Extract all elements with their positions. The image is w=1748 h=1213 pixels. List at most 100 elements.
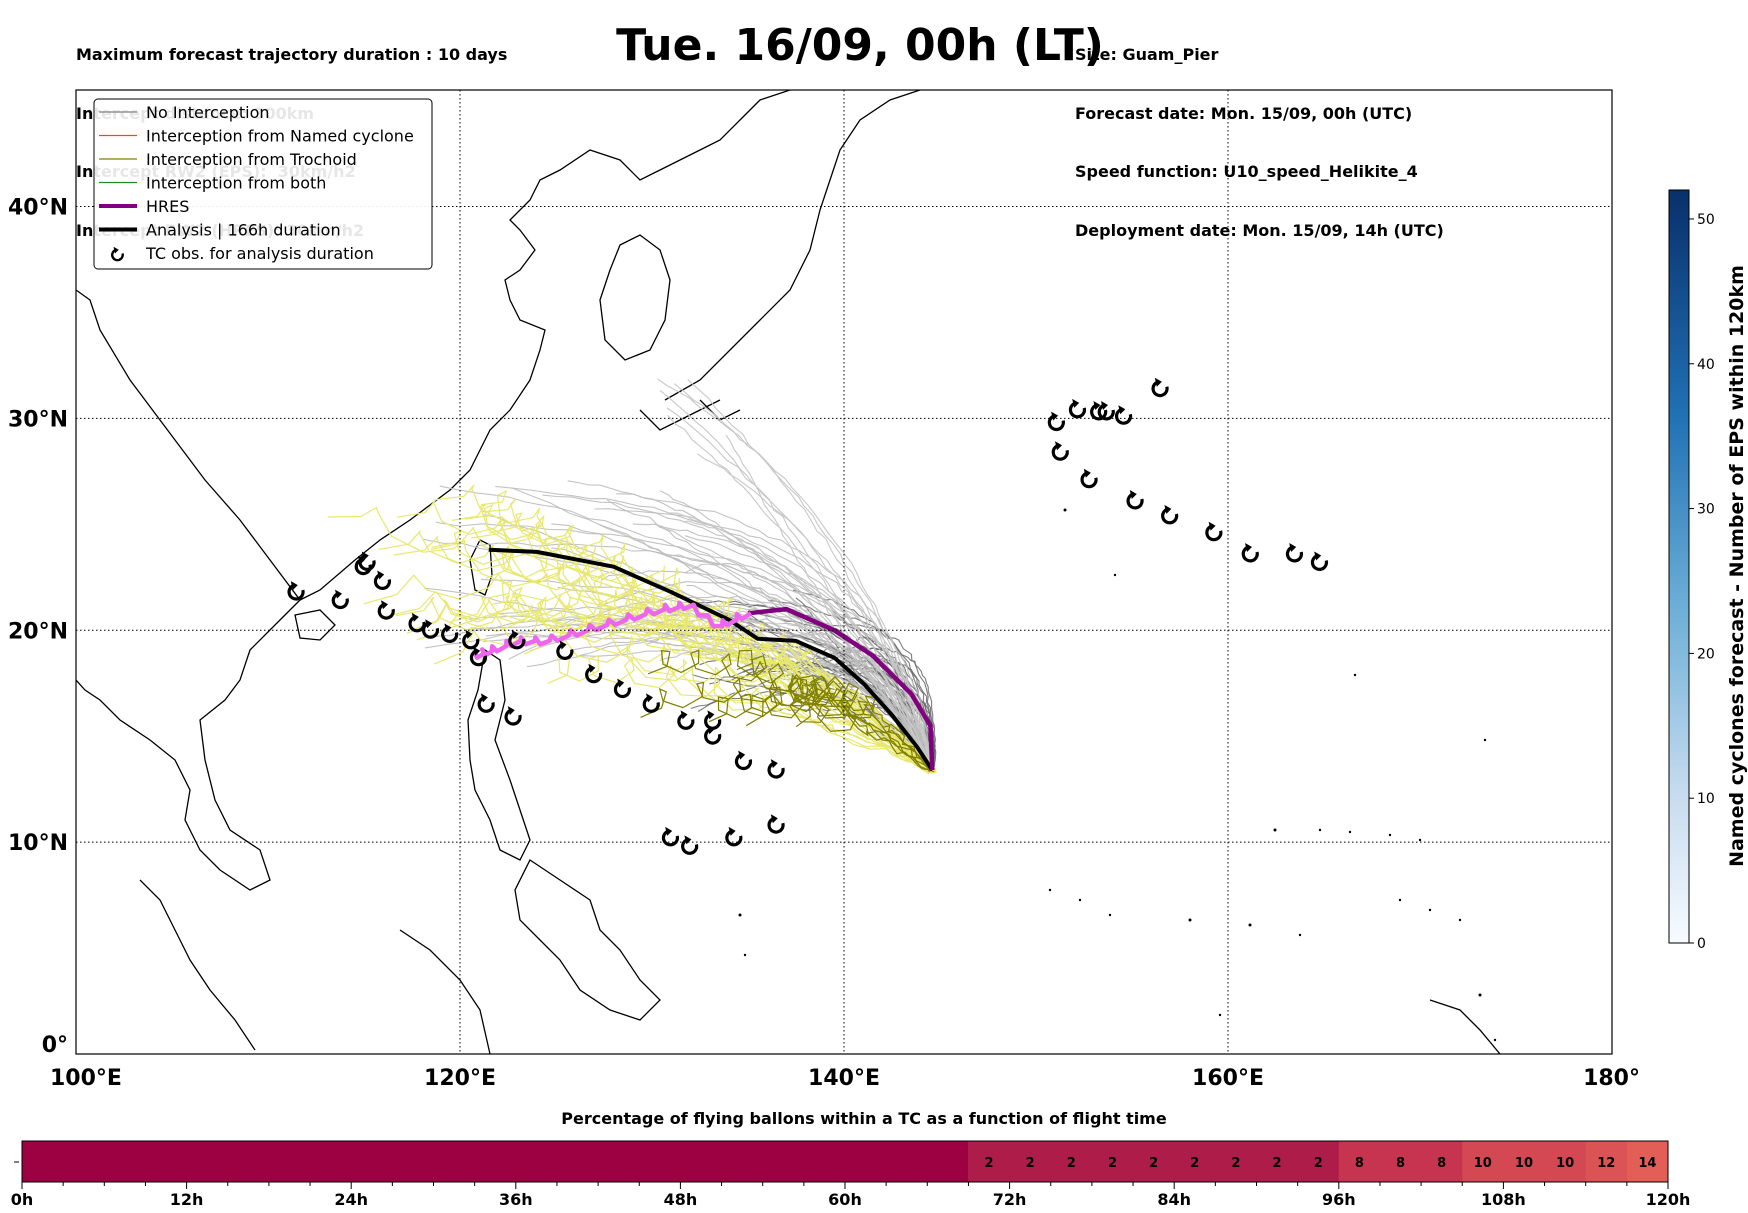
legend-label: Interception from Named cyclone — [146, 127, 414, 146]
timebar: Percentage of flying ballons within a TC… — [11, 1109, 1691, 1209]
cyclone-icon-arrow — [728, 826, 736, 836]
lon-tick-label: 160°E — [1192, 1066, 1264, 1091]
hres-track-layer — [471, 600, 935, 771]
header-right-line-2: Forecast date: Mon. 15/09, 00h (UTC) — [1075, 103, 1413, 123]
cyclone-icon-arrow — [465, 629, 473, 639]
timebar-cell — [1215, 1141, 1257, 1182]
cyclone-icon — [1310, 553, 1329, 571]
cyclone-icon-arrow — [411, 612, 419, 622]
eps-track-yellow — [395, 596, 933, 770]
tc-obs-marker — [613, 678, 632, 699]
header-right-line-4: Deployment date: Mon. 15/09, 14h (UTC) — [1075, 220, 1444, 240]
cyclone-icon — [734, 753, 753, 771]
tc-obs-layer — [287, 377, 1329, 855]
tc-obs-marker — [1115, 405, 1133, 425]
legend-label: No Interception — [146, 103, 270, 122]
cyclone-icon-arrow — [480, 693, 488, 703]
cyclone-icon — [1051, 443, 1069, 461]
eps-track-no-interception — [808, 623, 934, 770]
timebar-tick-label: 72h — [993, 1190, 1027, 1209]
timebar-cell-value: 2 — [1231, 1156, 1240, 1171]
legend-items: No Interception Interception from Named c… — [99, 103, 414, 263]
timebar-cell-value: 2 — [1273, 1156, 1282, 1171]
cyclone-icon — [1090, 403, 1108, 421]
cyclone-icon — [585, 666, 603, 684]
legend-item: HRES — [99, 197, 189, 216]
tc-obs-marker — [1285, 543, 1304, 563]
tc-obs-marker — [734, 750, 753, 771]
eps-track-north — [659, 389, 935, 770]
eps-track-no-interception-light — [430, 613, 934, 769]
cyclone-icon-arrow — [1154, 377, 1162, 387]
timebar-cell — [1585, 1141, 1628, 1182]
eps-track-yellow — [396, 499, 936, 773]
lon-tick-label: 180° — [1583, 1066, 1640, 1091]
timebar-cell-value: 8 — [1437, 1156, 1446, 1171]
tc-obs-marker — [1241, 543, 1259, 563]
cyclone-icon-arrow — [444, 623, 452, 633]
indochina-coastline — [76, 599, 301, 891]
legend-label: Interception from both — [146, 174, 326, 193]
legend-item: Interception from both — [99, 174, 326, 193]
tc-obs-marker — [504, 706, 522, 726]
timebar-cell — [1462, 1141, 1504, 1182]
legend-label: HRES — [146, 197, 189, 216]
cyclone-icon — [111, 246, 124, 262]
colorbar-ticks: 0 10 20 30 40 50 — [1689, 212, 1715, 952]
tc-obs-marker — [677, 710, 695, 730]
timebar-cell — [1009, 1141, 1052, 1182]
colorbar-tick-label: 20 — [1697, 646, 1715, 662]
cyclone-icon-arrow — [1314, 551, 1322, 561]
cyclone-icon — [1126, 492, 1144, 510]
eps-track-yellow — [492, 586, 937, 770]
cyclone-icon-arrow — [1208, 521, 1216, 531]
legend-item: Analysis | 166h duration — [99, 221, 341, 240]
cyclone-icon-arrow — [1164, 504, 1172, 514]
header-right-line-1: Site: Guam_Pier — [1075, 45, 1219, 64]
tc-obs-marker — [1068, 398, 1087, 419]
timebar-cell-value: 2 — [985, 1156, 994, 1171]
cyclone-icon-arrow — [707, 725, 715, 735]
tc-obs-marker — [1161, 504, 1179, 525]
eps-track-north — [657, 378, 932, 771]
map-area — [76, 90, 1612, 1054]
cyclone-icon — [1080, 471, 1098, 489]
tc-obs-marker — [421, 619, 440, 639]
timebar-cell — [1503, 1141, 1546, 1182]
timebar-tick-label: 24h — [334, 1190, 368, 1209]
cyclone-icon-arrow — [1118, 405, 1126, 415]
colorbar-gradient — [1668, 189, 1690, 944]
lat-tick-label: 20°N — [8, 619, 68, 644]
colorbar-tick-label: 10 — [1697, 791, 1715, 807]
timebar-cell-value: 2 — [1108, 1156, 1117, 1171]
cyclone-icon — [613, 681, 632, 699]
cyclone-icon — [477, 695, 495, 713]
timebar-cell-value: 10 — [1556, 1156, 1574, 1171]
timebar-cell — [1050, 1141, 1093, 1182]
cyclone-icon-arrow — [684, 835, 692, 845]
cyclone-icon — [704, 727, 722, 745]
lon-tick-label: 140°E — [808, 1066, 880, 1091]
tc-obs-marker — [767, 759, 785, 779]
legend-label: TC obs. for analysis duration — [145, 244, 374, 263]
legend-item: No Interception — [99, 103, 270, 122]
cyclone-icon — [287, 583, 305, 601]
timebar-tick-label: 96h — [1322, 1190, 1356, 1209]
cyclone-icon — [677, 712, 695, 730]
cyclone-icon-arrow — [707, 710, 715, 720]
borneo-coastline — [399, 929, 491, 1054]
cyclone-icon-arrow — [335, 589, 342, 599]
cyclone-icon-arrow — [1051, 411, 1059, 421]
timebar-cell — [1338, 1141, 1381, 1182]
timebar-cell-value: 2 — [1190, 1156, 1199, 1171]
eps-track-no-interception-light — [542, 494, 935, 770]
cyclone-icon-arrow — [381, 600, 388, 610]
cyclone-icon-arrow — [617, 678, 625, 688]
colorbar-tick-label: 30 — [1697, 502, 1715, 518]
cyclone-icon-arrow — [1072, 398, 1080, 408]
lat-tick-label: 30°N — [8, 407, 68, 432]
luzon-coastline — [467, 648, 531, 861]
colorbar-tick-label: 50 — [1697, 212, 1715, 228]
timebar-cell-value: 14 — [1638, 1156, 1656, 1171]
legend-label: Interception from Trochoid — [146, 150, 357, 169]
